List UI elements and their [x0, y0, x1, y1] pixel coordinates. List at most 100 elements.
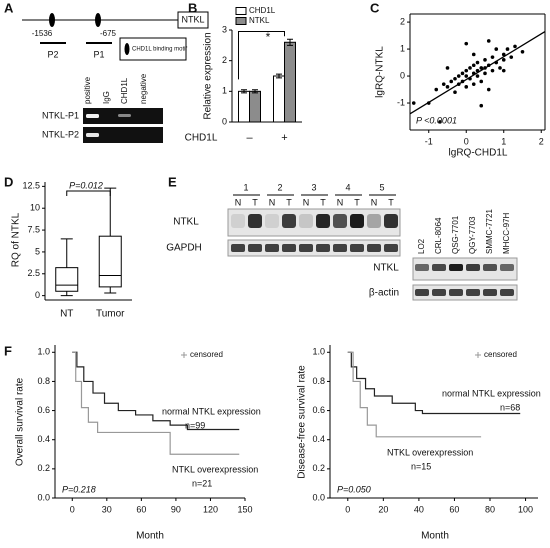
annotation: n=99 — [185, 420, 205, 430]
y-axis-label: RQ of NTKL — [11, 212, 22, 267]
annotation: P=0.012 — [69, 180, 103, 190]
gel — [83, 127, 163, 143]
gel-band — [333, 244, 347, 252]
y-tick-label: 3 — [222, 24, 227, 34]
gel-band — [483, 289, 497, 296]
y-tick-label: 0.6 — [312, 405, 325, 415]
y-tick-label: 0.2 — [312, 463, 325, 473]
x-axis-label: Month — [421, 531, 449, 542]
lane-label: negative — [139, 73, 148, 104]
point — [475, 74, 480, 78]
y-tick-label: 12.5 — [22, 181, 40, 191]
error-bar — [287, 38, 293, 46]
lane-label: N — [303, 197, 310, 207]
point — [445, 85, 450, 89]
y-tick-label: 0.8 — [37, 376, 50, 386]
row-label: NTKL — [373, 263, 399, 274]
whisker — [60, 291, 73, 297]
box — [98, 235, 122, 288]
point — [471, 82, 476, 86]
point — [520, 49, 525, 54]
point — [449, 79, 454, 84]
error-bar — [241, 89, 247, 94]
point — [460, 71, 465, 76]
legend-box — [119, 37, 187, 61]
gel-band — [449, 264, 463, 271]
point — [441, 82, 446, 86]
annotation: n=21 — [192, 478, 212, 488]
point — [464, 85, 469, 89]
cell-line-label: MHCC-97H — [502, 212, 511, 254]
panel-label: F — [4, 343, 12, 358]
gel-band — [333, 214, 347, 228]
lane-label: T — [320, 197, 326, 207]
point — [513, 44, 517, 49]
point — [456, 74, 461, 78]
y-tick-label: 0 — [35, 290, 40, 300]
panel-label: E — [168, 174, 177, 189]
cell-line-label: QSG-7701 — [451, 215, 460, 254]
lane-label: T — [252, 197, 258, 207]
point — [468, 66, 472, 70]
y-tick-label: 2 — [400, 16, 405, 26]
gel-band — [384, 214, 398, 228]
gel-band — [231, 214, 245, 228]
lane-label: T — [286, 197, 292, 207]
x-tick-label: Tumor — [96, 309, 125, 320]
x-tick-label: 60 — [136, 504, 146, 514]
y-tick-label: 1 — [400, 43, 405, 53]
legend-symbol — [475, 352, 481, 358]
y-tick-label: 0.4 — [37, 434, 50, 444]
group-label: 1 — [243, 182, 248, 192]
y-tick-label: 0.8 — [312, 376, 325, 386]
binding-motif — [49, 13, 55, 27]
bar — [273, 75, 285, 123]
y-tick-label: 1 — [222, 86, 227, 96]
gene-box — [177, 11, 209, 29]
y-tick-label: 0.2 — [37, 463, 50, 473]
y-tick-label: 2.5 — [27, 268, 40, 278]
x-tick-label: 150 — [237, 504, 252, 514]
site-label: -1536 — [32, 29, 53, 38]
primer-label: P1 — [93, 49, 104, 59]
lane-label: IgG — [102, 91, 111, 104]
point — [490, 55, 495, 59]
lane-label: T — [388, 197, 394, 207]
gel-band — [316, 214, 330, 228]
panel-label: C — [370, 0, 380, 15]
point — [471, 52, 476, 57]
annotation: * — [266, 30, 271, 44]
annotation: P=0.218 — [62, 484, 96, 494]
point — [475, 60, 480, 65]
gel — [412, 284, 518, 301]
x-axis-label: lgRQ-CHD1L — [449, 148, 508, 159]
annotation: P=0.050 — [337, 484, 371, 494]
cell-line-label: SMMC-7721 — [485, 209, 494, 254]
gel-band — [415, 264, 429, 271]
gel-band — [350, 244, 364, 252]
survival-curve — [347, 351, 521, 415]
significance-bracket — [66, 190, 111, 196]
panel-label: A — [4, 0, 14, 15]
annotation: NTKL overexpression — [387, 447, 473, 457]
gel-band — [466, 289, 480, 296]
legend-swatch — [235, 17, 247, 25]
gel — [412, 257, 518, 281]
point — [445, 66, 450, 70]
lane-label: N — [337, 197, 344, 207]
point — [479, 66, 484, 70]
box — [55, 267, 79, 292]
point — [411, 101, 416, 105]
y-tick-label: 0.0 — [37, 492, 50, 502]
gel-band — [299, 214, 313, 228]
bar — [284, 41, 296, 123]
gel-band — [118, 114, 131, 117]
row-label: NTKL-P1 — [42, 110, 79, 120]
y-tick-label: 0.6 — [37, 405, 50, 415]
gel-band — [384, 244, 398, 252]
point — [479, 103, 484, 108]
annotation: normal NTKL expression — [442, 388, 541, 398]
legend-swatch — [235, 7, 247, 15]
point — [483, 58, 487, 62]
gel-band — [299, 244, 313, 252]
